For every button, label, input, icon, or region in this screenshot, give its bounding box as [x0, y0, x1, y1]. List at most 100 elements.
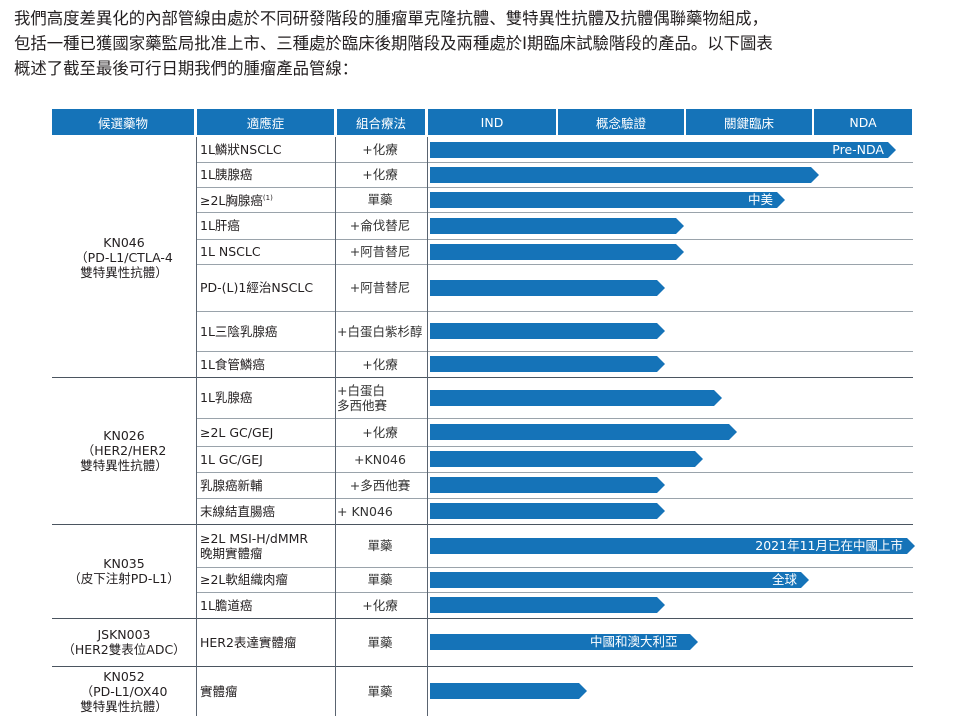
- text-line: ≥2L GC/GEJ: [200, 424, 274, 440]
- arrow-head: [676, 217, 684, 234]
- drug-line: KN026: [103, 428, 145, 443]
- text-line: +阿昔替尼: [349, 280, 411, 295]
- arrow-head: [676, 243, 684, 260]
- text-line: +化療: [362, 142, 398, 157]
- text-line: 乳腺癌新輔: [200, 477, 263, 493]
- progress-bar: [430, 166, 819, 183]
- text-line: 1L GC/GEJ: [200, 451, 263, 467]
- header-ind: IND: [428, 109, 556, 135]
- text-line: +化療: [362, 356, 398, 372]
- group-divider: [52, 618, 913, 619]
- group-divider: [52, 524, 913, 525]
- header-candidate: 候選藥物: [52, 109, 194, 135]
- drug-line: （PD-L1/CTLA-4: [75, 249, 173, 265]
- arrow-head: [888, 141, 896, 158]
- header-pivotal: 關鍵臨床: [686, 109, 812, 135]
- indication-cell: 乳腺癌新輔: [200, 472, 333, 498]
- text-line: 單藥: [367, 538, 393, 553]
- indication-cell: 1L鱗狀NSCLC: [200, 137, 333, 162]
- indication-cell: 1L三陰乳腺癌: [200, 311, 333, 351]
- combination-cell: +白蛋白紫杉醇: [337, 311, 423, 351]
- text-line: PD-(L)1經治NSCLC: [200, 280, 314, 295]
- drug-line: 雙特異性抗體）: [80, 458, 168, 473]
- combination-cell: +侖伐替尼: [337, 212, 423, 239]
- row-divider: [197, 239, 913, 240]
- row-divider: [197, 162, 913, 163]
- bar-label: 2021年11月已在中國上市: [755, 537, 903, 553]
- intro-line: 包括一種已獲國家藥監局批准上市、三種處於臨床後期階段及兩種處於I期臨床試驗階段的…: [14, 34, 773, 53]
- row-divider: [197, 498, 913, 499]
- indication-cell: ≥2L軟組織肉瘤: [200, 567, 333, 592]
- drug-line: 雙特異性抗體）: [80, 264, 168, 280]
- text-line: +化療: [362, 424, 398, 440]
- combination-cell: 單藥: [337, 618, 423, 666]
- column-divider: [335, 137, 336, 716]
- progress-bar: 全球: [430, 571, 809, 588]
- indication-cell: 1L乳腺癌: [200, 377, 333, 418]
- row-divider: [197, 446, 913, 447]
- progress-bar: [430, 477, 665, 493]
- bar-label: 全球: [771, 571, 797, 587]
- combination-cell: +化療: [337, 351, 423, 377]
- progress-bar: [430, 451, 703, 467]
- combination-cell: +化療: [337, 592, 423, 618]
- text-line: HER2表達實體瘤: [200, 634, 297, 650]
- arrow-head: [907, 537, 915, 554]
- text-line: 單藥: [367, 683, 393, 699]
- indication-cell: 1L食管鱗癌: [200, 351, 333, 377]
- drug-candidate-cell: KN035 （皮下注射PD-L1）: [52, 524, 196, 618]
- drug-line: KN052: [103, 668, 145, 684]
- combination-cell: +化療: [337, 418, 423, 446]
- text-line: +白蛋白紫杉醇: [337, 323, 423, 339]
- indication-cell: HER2表達實體瘤: [200, 618, 333, 666]
- text-line: +侖伐替尼: [349, 218, 411, 233]
- progress-bar: [430, 683, 587, 699]
- arrow-head: [657, 477, 665, 493]
- combination-cell: +白蛋白 多西他賽: [337, 377, 423, 418]
- text-line: 1L胰腺癌: [200, 167, 253, 182]
- text-line: +KN046: [354, 451, 406, 467]
- text-line: 單藥: [367, 572, 393, 587]
- text-line: 實體瘤: [200, 683, 238, 699]
- bar-label: Pre-NDA: [832, 141, 884, 157]
- drug-line: JSKN003: [97, 627, 151, 642]
- text-line: 1L膽道癌: [200, 597, 253, 613]
- arrow-head: [657, 597, 665, 613]
- combination-cell: +化療: [337, 137, 423, 162]
- arrow-head: [777, 191, 785, 208]
- progress-bar: 中美: [430, 191, 785, 208]
- bar-label: 中美: [747, 191, 773, 207]
- footnote-marker: (1): [262, 193, 273, 202]
- progress-bar: [430, 323, 665, 339]
- text-line: +化療: [362, 167, 398, 182]
- row-divider: [197, 592, 913, 593]
- intro-line: 概述了截至最後可行日期我們的腫瘤產品管線：: [14, 59, 359, 78]
- progress-bar: 2021年11月已在中國上市: [430, 537, 915, 554]
- column-divider: [196, 137, 197, 716]
- drug-candidate-cell: KN026 （HER2/HER2 雙特異性抗體）: [52, 377, 196, 524]
- arrow-head: [579, 683, 587, 699]
- indication-cell: 1L胰腺癌: [200, 162, 333, 187]
- text-line: 單藥: [367, 634, 393, 650]
- row-divider: [197, 351, 913, 352]
- progress-bar: [430, 279, 665, 296]
- indication-cell: 1L膽道癌: [200, 592, 333, 618]
- progress-bar: [430, 597, 665, 613]
- drug-line: KN046: [103, 234, 145, 250]
- combination-cell: 單藥: [337, 187, 423, 212]
- header-nda: NDA: [814, 109, 912, 135]
- progress-bar: Pre-NDA: [430, 141, 896, 158]
- row-divider: [197, 264, 913, 265]
- text-line: ≥2L MSI-H/dMMR: [200, 530, 309, 546]
- bar-label: 中國和澳大利亞: [590, 634, 678, 649]
- drug-line: （HER2雙表位ADC）: [62, 642, 186, 657]
- group-divider: [52, 666, 913, 667]
- group-divider: [52, 377, 913, 378]
- indication-cell: 實體瘤: [200, 666, 333, 716]
- arrow-head: [657, 279, 665, 296]
- combination-cell: 單藥: [337, 524, 423, 567]
- arrow-head: [690, 634, 698, 650]
- drug-candidate-cell: KN052 （PD-L1/OX40 雙特異性抗體）: [52, 666, 196, 716]
- indication-cell: 1L NSCLC: [200, 239, 333, 264]
- drug-candidate-cell: KN046 （PD-L1/CTLA-4 雙特異性抗體）: [52, 137, 196, 377]
